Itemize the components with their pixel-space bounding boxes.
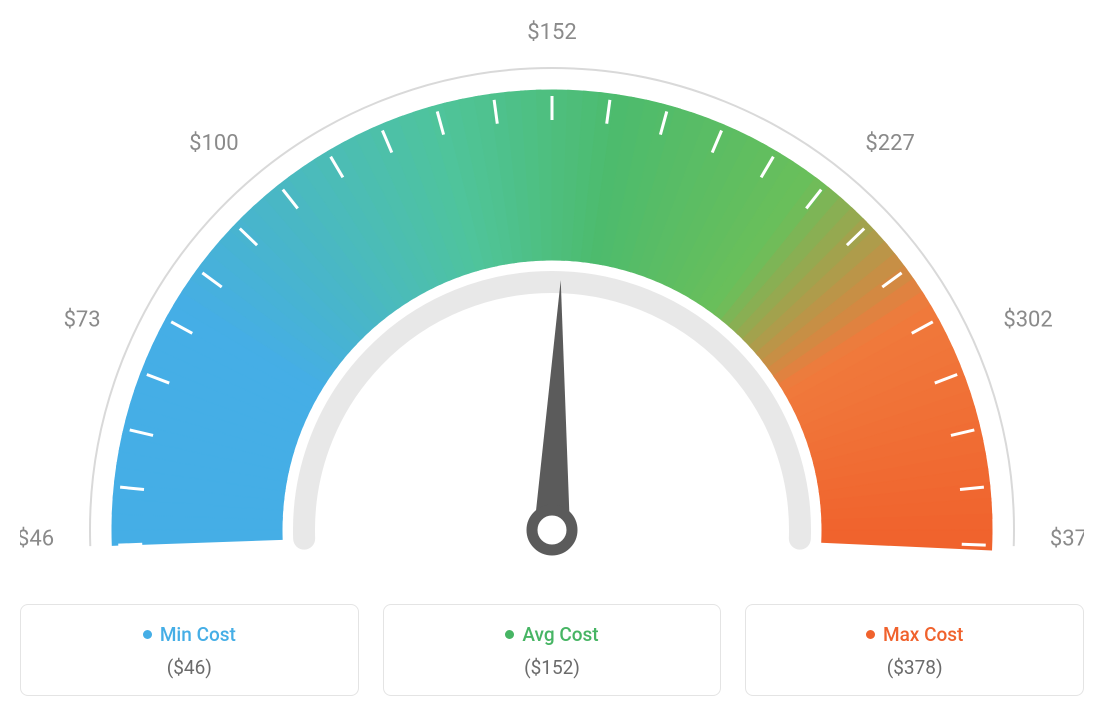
gauge-needle xyxy=(534,280,570,530)
tick-label: $100 xyxy=(189,131,238,156)
legend-dot-icon xyxy=(143,630,152,639)
legend-label: Max Cost xyxy=(883,623,963,646)
gauge-svg: $46 $73 $100 $152 $227 $302 $378 xyxy=(20,20,1084,580)
tick-label: $227 xyxy=(865,131,914,156)
legend-label: Avg Cost xyxy=(522,623,598,646)
legend-title: Max Cost xyxy=(866,623,963,646)
needle-hub xyxy=(532,510,572,550)
legend-card-min: Min Cost ($46) xyxy=(20,604,359,696)
legend-title: Min Cost xyxy=(143,623,236,646)
legend-value: ($152) xyxy=(394,656,711,679)
legend-dot-icon xyxy=(505,630,514,639)
tick-label: $73 xyxy=(64,308,101,333)
legend-row: Min Cost ($46) Avg Cost ($152) Max Cost ($378… xyxy=(20,604,1084,696)
legend-card-max: Max Cost ($378) xyxy=(745,604,1084,696)
legend-value: ($46) xyxy=(31,656,348,679)
legend-title: Avg Cost xyxy=(505,623,598,646)
tick-label: $46 xyxy=(20,527,54,552)
legend-value: ($378) xyxy=(756,656,1073,679)
cost-gauge-chart: $46 $73 $100 $152 $227 $302 $378 xyxy=(20,20,1084,584)
legend-card-avg: Avg Cost ($152) xyxy=(383,604,722,696)
tick-label: $378 xyxy=(1050,527,1084,552)
tick-label: $302 xyxy=(1003,308,1052,333)
tick-label: $152 xyxy=(527,20,576,45)
legend-label: Min Cost xyxy=(160,623,236,646)
legend-dot-icon xyxy=(866,630,875,639)
